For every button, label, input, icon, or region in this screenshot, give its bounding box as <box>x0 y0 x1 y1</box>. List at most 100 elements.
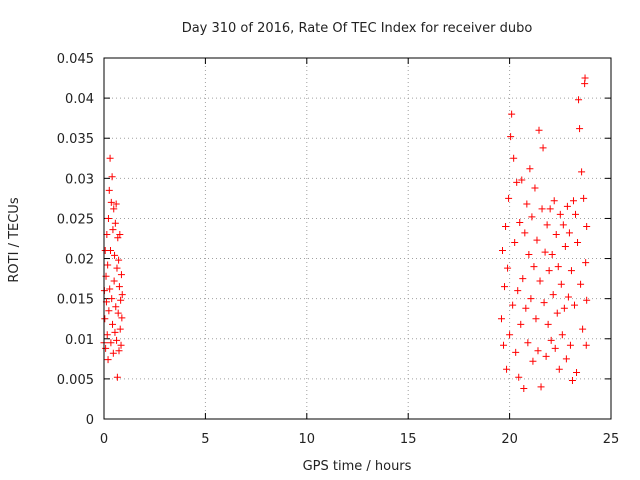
data-point-marker <box>110 277 118 285</box>
data-point-marker <box>570 301 578 309</box>
data-point-marker <box>116 325 124 333</box>
data-point-marker <box>110 205 118 213</box>
data-point-marker <box>564 293 572 301</box>
data-point-marker <box>558 331 566 339</box>
data-point-marker <box>526 165 534 173</box>
data-point-marker <box>114 309 122 317</box>
data-point-marker <box>117 271 125 279</box>
data-point-marker <box>527 295 535 303</box>
data-point-marker <box>565 229 573 237</box>
data-point-marker <box>552 230 560 238</box>
data-point-marker <box>532 315 540 323</box>
data-point-marker <box>115 283 123 291</box>
plot-frame <box>103 57 612 420</box>
data-point-marker <box>569 197 577 205</box>
data-point-marker <box>539 144 547 152</box>
data-point-marker <box>499 247 507 255</box>
data-point-marker <box>554 263 562 271</box>
y-axis-label: ROTI / TECUs <box>7 197 22 282</box>
data-point-marker <box>106 247 114 255</box>
data-point-marker <box>508 110 516 118</box>
data-point-marker <box>573 368 581 376</box>
data-point-marker <box>533 236 541 244</box>
data-point-marker <box>545 267 553 275</box>
data-point-marker <box>521 229 529 237</box>
x-tick-label: 0 <box>100 432 108 447</box>
y-tick-label: 0.04 <box>65 92 94 107</box>
data-point-marker <box>577 280 585 288</box>
data-point-marker <box>103 230 111 238</box>
x-tick-label: 20 <box>501 432 518 447</box>
data-point-marker <box>524 339 532 347</box>
data-point-marker <box>556 210 564 218</box>
data-point-marker <box>504 264 512 272</box>
data-point-marker <box>523 200 531 208</box>
data-point-marker <box>509 301 517 309</box>
y-tick-label: 0.005 <box>57 373 94 388</box>
data-point-marker <box>502 222 510 230</box>
data-point-marker <box>517 320 525 328</box>
data-point-marker <box>113 264 121 272</box>
data-point-marker <box>583 296 591 304</box>
data-point-marker <box>575 96 583 104</box>
data-point-marker <box>106 285 114 293</box>
y-tick-label: 0.02 <box>65 253 94 268</box>
data-point-marker <box>116 230 124 238</box>
data-point-marker <box>534 347 542 355</box>
data-point-marker <box>544 320 552 328</box>
data-point-marker <box>105 186 113 194</box>
x-tick-label: 25 <box>603 432 620 447</box>
data-point-marker <box>106 154 114 162</box>
data-point-marker <box>548 251 556 259</box>
x-tick-label: 15 <box>400 432 417 447</box>
data-point-marker <box>543 221 551 229</box>
y-tick-label: 0.025 <box>57 212 94 227</box>
data-point-marker <box>515 373 523 381</box>
data-point-marker <box>101 315 109 323</box>
data-point-marker <box>506 331 514 339</box>
y-tick-label: 0.045 <box>57 52 94 67</box>
tick-labels: 0 5 10 15 20 25 0 0.005 0.01 0.015 0.02 0.025 0.03 0.… <box>57 52 619 447</box>
data-point-marker <box>117 341 125 349</box>
grid-lines <box>104 58 611 419</box>
x-axis-label: GPS time / hours <box>303 459 412 474</box>
data-point-marker <box>109 226 117 234</box>
data-point-marker <box>113 336 121 344</box>
data-point-marker <box>535 126 543 134</box>
data-point-marker <box>562 355 570 363</box>
data-point-marker <box>115 256 123 264</box>
data-point-marker <box>568 376 576 384</box>
data-point-marker <box>118 291 126 299</box>
data-point-marker <box>528 213 536 221</box>
data-point-marker <box>520 385 528 393</box>
data-point-marker <box>111 251 119 259</box>
data-point-marker <box>102 344 110 352</box>
data-point-marker <box>107 339 115 347</box>
data-point-marker <box>538 205 546 213</box>
data-point-marker <box>108 295 116 303</box>
data-point-marker <box>536 277 544 285</box>
data-point-marker <box>559 221 567 229</box>
data-point-marker <box>574 239 582 247</box>
data-point-marker <box>529 357 537 365</box>
data-point-marker <box>530 263 538 271</box>
data-point-marker <box>540 299 548 307</box>
data-point-marker <box>567 267 575 275</box>
data-point-marker <box>578 168 586 176</box>
data-point-marker <box>113 373 121 381</box>
data-point-marker <box>505 194 513 202</box>
data-point-marker <box>549 291 557 299</box>
data-point-marker <box>537 383 545 391</box>
data-point-marker <box>547 336 555 344</box>
data-point-marker <box>550 197 558 205</box>
data-point-marker <box>531 184 539 192</box>
chart-title: Day 310 of 2016, Rate Of TEC Index for r… <box>182 21 533 36</box>
data-point-marker <box>109 320 117 328</box>
y-tick-label: 0.03 <box>65 172 94 187</box>
data-point-marker <box>583 222 591 230</box>
data-point-marker <box>118 314 126 322</box>
data-point-marker <box>107 198 115 206</box>
data-point-marker <box>109 349 117 357</box>
